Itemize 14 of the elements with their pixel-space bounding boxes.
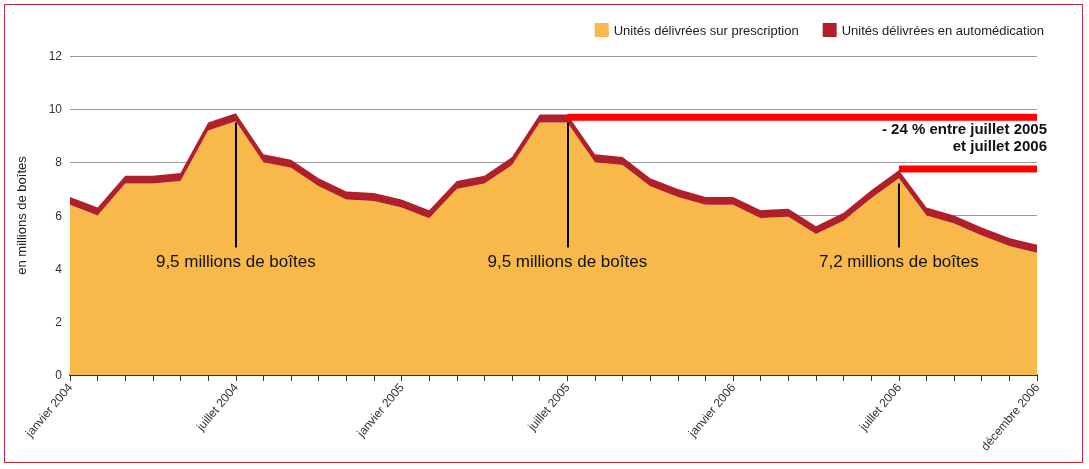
annotation: 7,2 millions de boîtes [819,252,979,272]
legend-label: Unités délivrées sur prescription [613,22,799,38]
annotation: - 24 % entre juillet 2005 et juillet 2006 [881,120,1047,155]
legend-label: Unités délivrées en automédication [841,22,1045,38]
y-tick-label: 0 [55,368,63,382]
annotation: 9,5 millions de boîtes [487,252,648,272]
y-axis-title: en millions de boîtes [14,155,29,275]
annotation: 9,5 millions de boîtes [155,252,316,272]
y-tick-label: 10 [48,102,63,117]
y-tick-label: 4 [55,261,63,276]
y-tick-label: 12 [48,49,63,63]
y-tick-label: 6 [55,208,63,223]
y-tick-label: 2 [55,314,63,329]
y-tick-label: 8 [55,155,63,170]
